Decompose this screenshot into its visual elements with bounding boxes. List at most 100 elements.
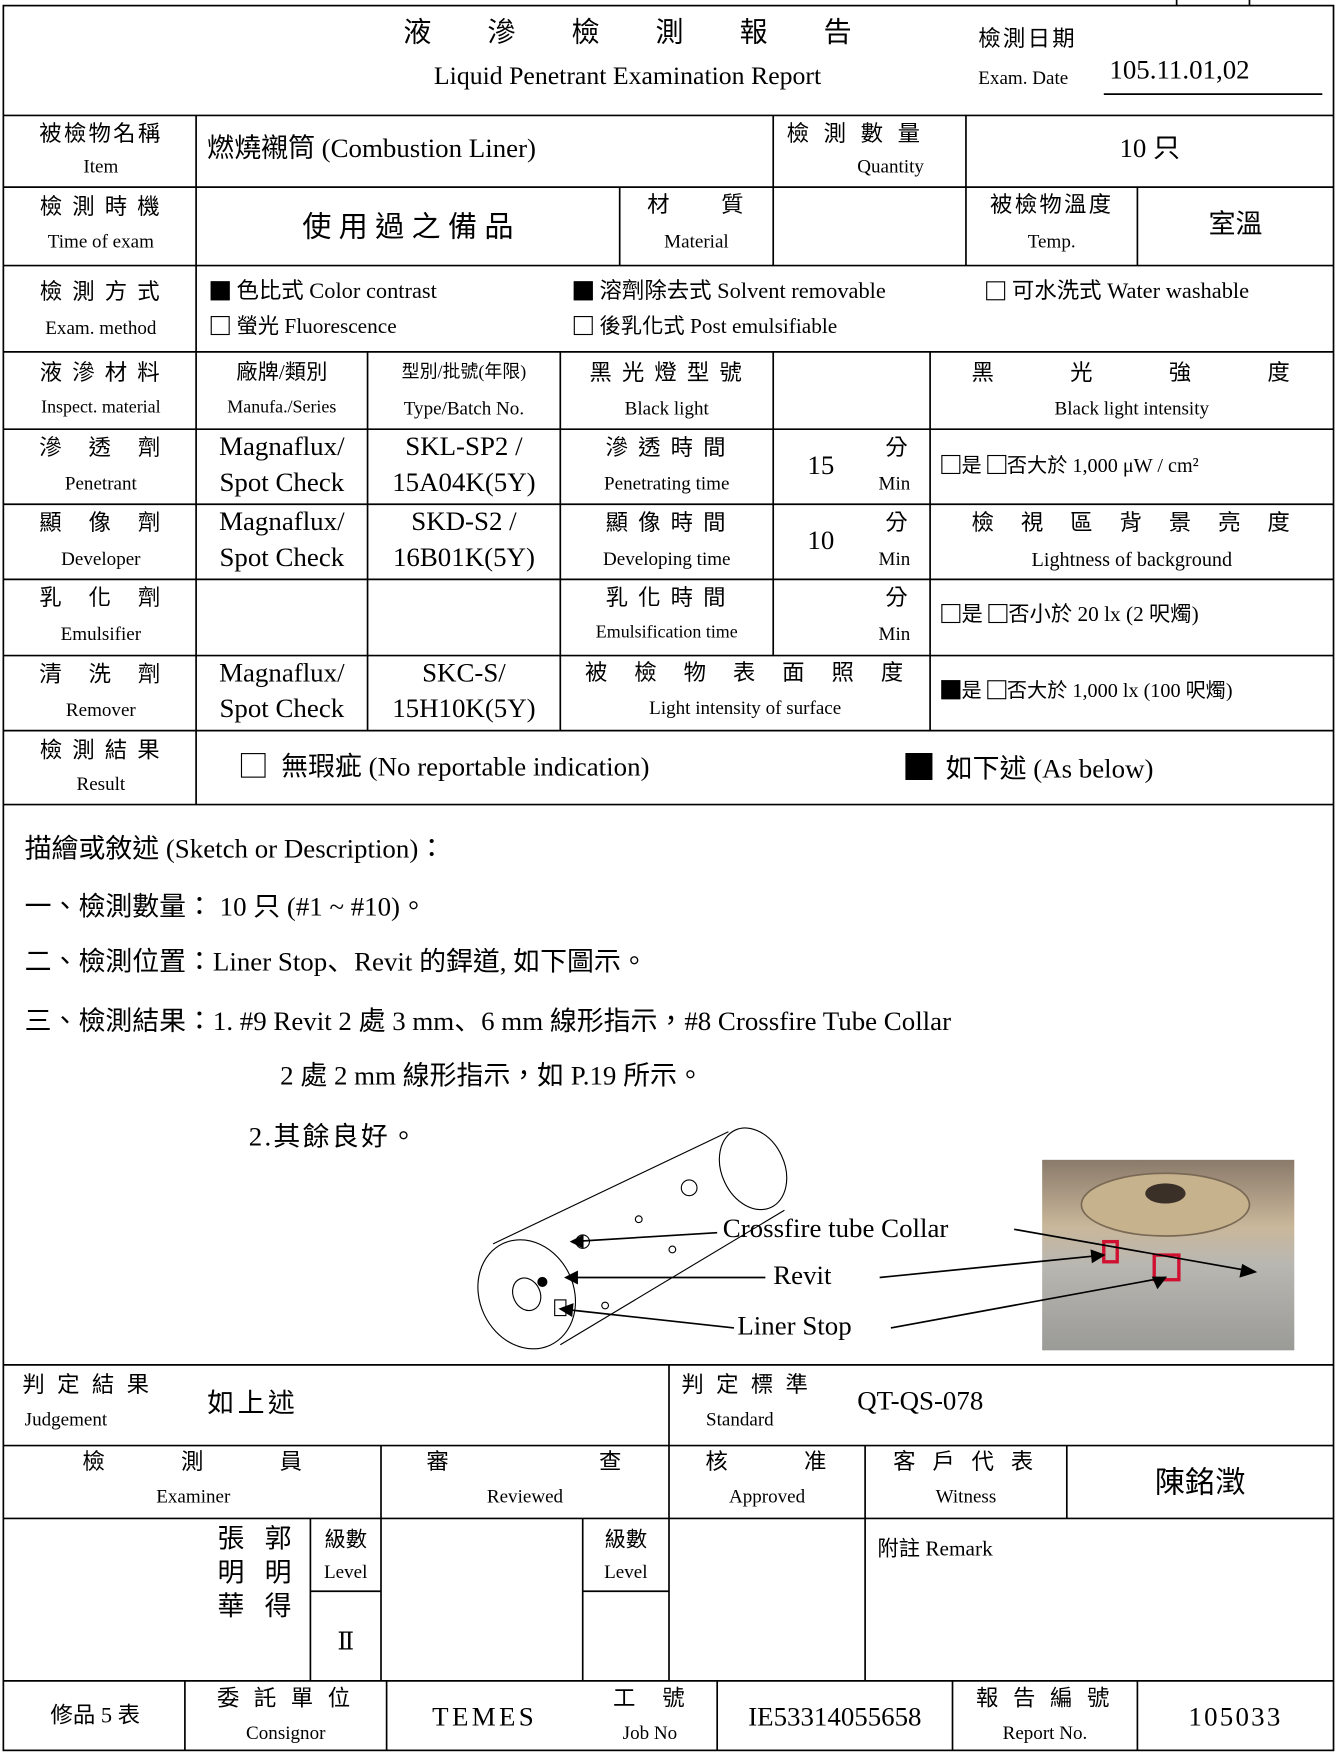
method-label-zh: 檢 測 方 式 xyxy=(39,280,162,305)
text-row: 是 否大於 1,000 μW / cm² xyxy=(941,453,1199,477)
developer-unit-en: Min xyxy=(878,547,911,570)
penetrant-no: 否大於 1,000 μW / cm² xyxy=(1006,453,1199,477)
sketch-lines: 描繪或敘述 (Sketch or Description)： xyxy=(24,834,446,864)
emulsifier-name-en: Emulsifier xyxy=(60,623,142,645)
emulsifier-name-zh: 乳 化 劑 xyxy=(39,586,163,611)
judgement-label-en: Judgement xyxy=(24,1408,108,1430)
checkbox xyxy=(941,680,961,700)
sketch-lines: 2 處 2 mm 線形指示，如 P.19 所示。 xyxy=(280,1062,704,1092)
shape xyxy=(1080,1172,1251,1237)
checkbox xyxy=(210,316,230,336)
options-text: 溶劑除去式 Solvent removable xyxy=(599,279,886,304)
options-text: 螢光 Fluorescence xyxy=(236,314,397,339)
emulsifier-yes: 是 xyxy=(961,602,983,627)
judgement-standard: QT-QS-078 xyxy=(857,1387,984,1417)
shape xyxy=(512,1277,542,1312)
signatures-examiner-zh: 檢 測 員 xyxy=(82,1450,305,1475)
shape xyxy=(537,1276,548,1288)
options-text: 無瑕疵 (No reportable indication) xyxy=(281,753,650,783)
remover-name-zh: 清 洗 劑 xyxy=(39,662,163,687)
shape xyxy=(1145,1183,1186,1204)
developer-type: 16B01K(5Y) xyxy=(392,543,535,573)
judgement-standard-label-en: Standard xyxy=(705,1408,774,1430)
penetrant-unit-en: Min xyxy=(878,472,911,495)
emulsifier-no: 否小於 20 lx (2 呎燭) xyxy=(1008,602,1199,627)
developer-background-zh: 檢 視 區 背 景 亮 度 xyxy=(971,510,1293,536)
developer-brand: Spot Check xyxy=(219,543,345,573)
options-text: 如下述 (As below) xyxy=(945,755,1154,785)
time-temp: 室溫 xyxy=(1208,210,1263,240)
shape xyxy=(668,1245,677,1254)
shape xyxy=(560,1308,735,1329)
footer-job-label-zh: 工 號 xyxy=(612,1686,687,1712)
signatures-approved-zh: 核 准 xyxy=(705,1450,829,1475)
remover-name-en: Remover xyxy=(65,699,136,721)
item-label-zh: 被檢物名稱 xyxy=(39,122,163,147)
remover-no: 否大於 1,000 lx (100 呎燭) xyxy=(1006,679,1233,702)
header-intensity-en: Black light intensity xyxy=(1054,397,1210,420)
liner-drawing xyxy=(477,1127,788,1350)
signatures-names: 郭明得 xyxy=(259,1524,289,1625)
checkbox xyxy=(986,680,1006,700)
text-row: 後乳化式 Post emulsifiable xyxy=(573,315,837,339)
time-temp-label-zh: 被檢物溫度 xyxy=(990,192,1114,218)
footer-job-label-en: Job No xyxy=(622,1722,678,1744)
shape xyxy=(1152,1253,1181,1282)
shape xyxy=(634,1215,643,1224)
footer-report-label-en: Report No. xyxy=(1002,1722,1088,1744)
sketch-lines: 三、檢測結果：1. #9 Revit 2 處 3 mm、6 mm 線形指示，#8… xyxy=(24,1007,952,1037)
time-temp-label-en: Temp. xyxy=(1027,230,1076,253)
text-row: 如下述 (As below) xyxy=(905,753,1153,786)
penetrant-name-zh: 滲 透 劑 xyxy=(39,435,163,461)
time-label-en: Time of exam xyxy=(47,230,154,253)
signatures-level-zh: 級數 xyxy=(604,1528,648,1553)
shape xyxy=(558,1234,1258,1317)
developer-type: SKD-S2 / xyxy=(411,507,517,537)
checkbox xyxy=(988,604,1008,624)
header-date: 105.11.01,02 xyxy=(1109,56,1250,86)
remover-type: SKC-S/ xyxy=(422,658,506,689)
header-type-en: Type/Batch No. xyxy=(403,397,525,420)
item-label-en: Item xyxy=(83,155,119,178)
checkbox xyxy=(986,454,1006,475)
signatures-level-en: Level xyxy=(324,1560,368,1583)
emulsifier-time-label-zh: 乳 化 時 間 xyxy=(605,586,728,611)
photo xyxy=(1042,1159,1295,1351)
shape xyxy=(571,1231,718,1243)
header-title-zh: 液 滲 檢 測 報 告 xyxy=(403,17,852,49)
penetrant-brand: Spot Check xyxy=(219,468,345,498)
judgement-value: 如上述 xyxy=(207,1389,299,1419)
developer-brand: Magnaflux/ xyxy=(219,507,345,537)
remover-type: 15H10K(5Y) xyxy=(392,694,536,724)
shape xyxy=(879,1254,1104,1279)
penetrant-time-label-zh: 滲 透 時 間 xyxy=(605,435,728,461)
signatures-approved-en: Approved xyxy=(728,1485,806,1508)
signatures-level-en: Level xyxy=(604,1560,648,1583)
shape xyxy=(718,1127,788,1211)
penetrant-type: 15A04K(5Y) xyxy=(392,468,536,498)
shape xyxy=(890,1276,1166,1329)
developer-time: 10 xyxy=(807,526,835,556)
signatures-remark: 附註 Remark xyxy=(877,1537,993,1561)
header-lamp-en: Black light xyxy=(624,397,709,420)
signatures-witness-en: Witness xyxy=(935,1485,997,1508)
checkbox xyxy=(941,604,961,624)
text-row: 溶劑除去式 Solvent removable xyxy=(573,279,886,305)
developer-time-label-zh: 顯 像 時 間 xyxy=(605,510,728,536)
method-label-en: Exam. method xyxy=(45,317,157,339)
developer-unit-zh: 分 xyxy=(885,510,910,536)
checkbox xyxy=(573,316,593,336)
header-title-en: Liquid Penetrant Examination Report xyxy=(433,61,822,90)
header-intensity-zh: 黑 光 強 度 xyxy=(971,360,1293,386)
sketch-callouts: Liner Stop xyxy=(737,1312,852,1342)
header-label-zh: 液 滲 材 料 xyxy=(39,360,162,386)
time-material-label-zh: 材 質 xyxy=(647,192,746,218)
developer-background-en: Lightness of background xyxy=(1031,547,1233,571)
shape xyxy=(2,4,1335,1752)
header-brand-en: Manufa./Series xyxy=(227,397,337,417)
signatures-reviewed-zh: 審 查 xyxy=(426,1450,624,1475)
checkbox xyxy=(240,753,266,778)
checkbox xyxy=(941,454,961,475)
sketch-callouts: Crossfire tube Collar xyxy=(722,1214,949,1244)
